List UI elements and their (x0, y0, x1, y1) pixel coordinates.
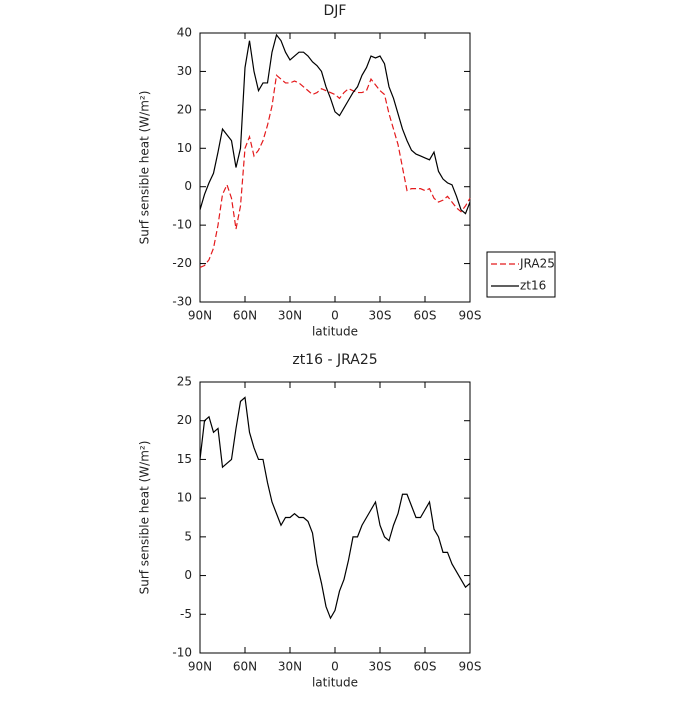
x-tick-label: 0 (331, 309, 339, 323)
chart-title: DJF (324, 3, 347, 19)
y-tick-label: 5 (184, 529, 192, 543)
x-tick-label: 60S (414, 309, 437, 323)
x-tick-label: 30S (369, 660, 392, 674)
y-tick-label: 10 (177, 141, 192, 155)
y-tick-label: 10 (177, 491, 192, 505)
series-line (199, 396, 471, 620)
y-tick-label: -20 (172, 256, 192, 270)
y-tick-label: 20 (177, 102, 192, 116)
y-tick-label: 0 (184, 568, 192, 582)
y-tick-label: 15 (177, 452, 192, 466)
y-axis-label: Surf sensible heat (W/m²) (138, 91, 152, 245)
plot-frame (199, 32, 471, 303)
x-tick-label: 60N (233, 660, 257, 674)
y-tick-label: -30 (172, 295, 192, 309)
series-line (199, 33, 471, 215)
x-tick-label: 30S (369, 309, 392, 323)
x-tick-label: 60N (233, 309, 257, 323)
y-tick-label: 25 (177, 375, 192, 389)
y-tick-label: 20 (177, 413, 192, 427)
x-axis-label: latitude (312, 676, 358, 690)
y-tick-label: 0 (184, 179, 192, 193)
series-line (199, 74, 471, 268)
y-tick-label: -5 (180, 607, 192, 621)
x-tick-label: 90S (459, 660, 482, 674)
x-axis-label: latitude (312, 325, 358, 339)
x-tick-label: 60S (414, 660, 437, 674)
x-tick-label: 0 (331, 660, 339, 674)
x-tick-label: 30N (278, 309, 302, 323)
y-tick-label: -10 (172, 218, 192, 232)
y-tick-label: 40 (177, 26, 192, 40)
x-tick-label: 90N (188, 660, 212, 674)
chart-title: zt16 - JRA25 (292, 352, 377, 368)
plot-frame (199, 381, 471, 654)
x-tick-label: 90N (188, 309, 212, 323)
x-tick-label: 90S (459, 309, 482, 323)
x-tick-label: 30N (278, 660, 302, 674)
legend-label: zt16 (520, 279, 546, 293)
y-tick-label: 30 (177, 64, 192, 78)
legend-label: JRA25 (519, 257, 555, 271)
y-axis-label: Surf sensible heat (W/m²) (138, 441, 152, 595)
y-tick-label: -10 (172, 646, 192, 660)
legend-box (486, 251, 556, 298)
